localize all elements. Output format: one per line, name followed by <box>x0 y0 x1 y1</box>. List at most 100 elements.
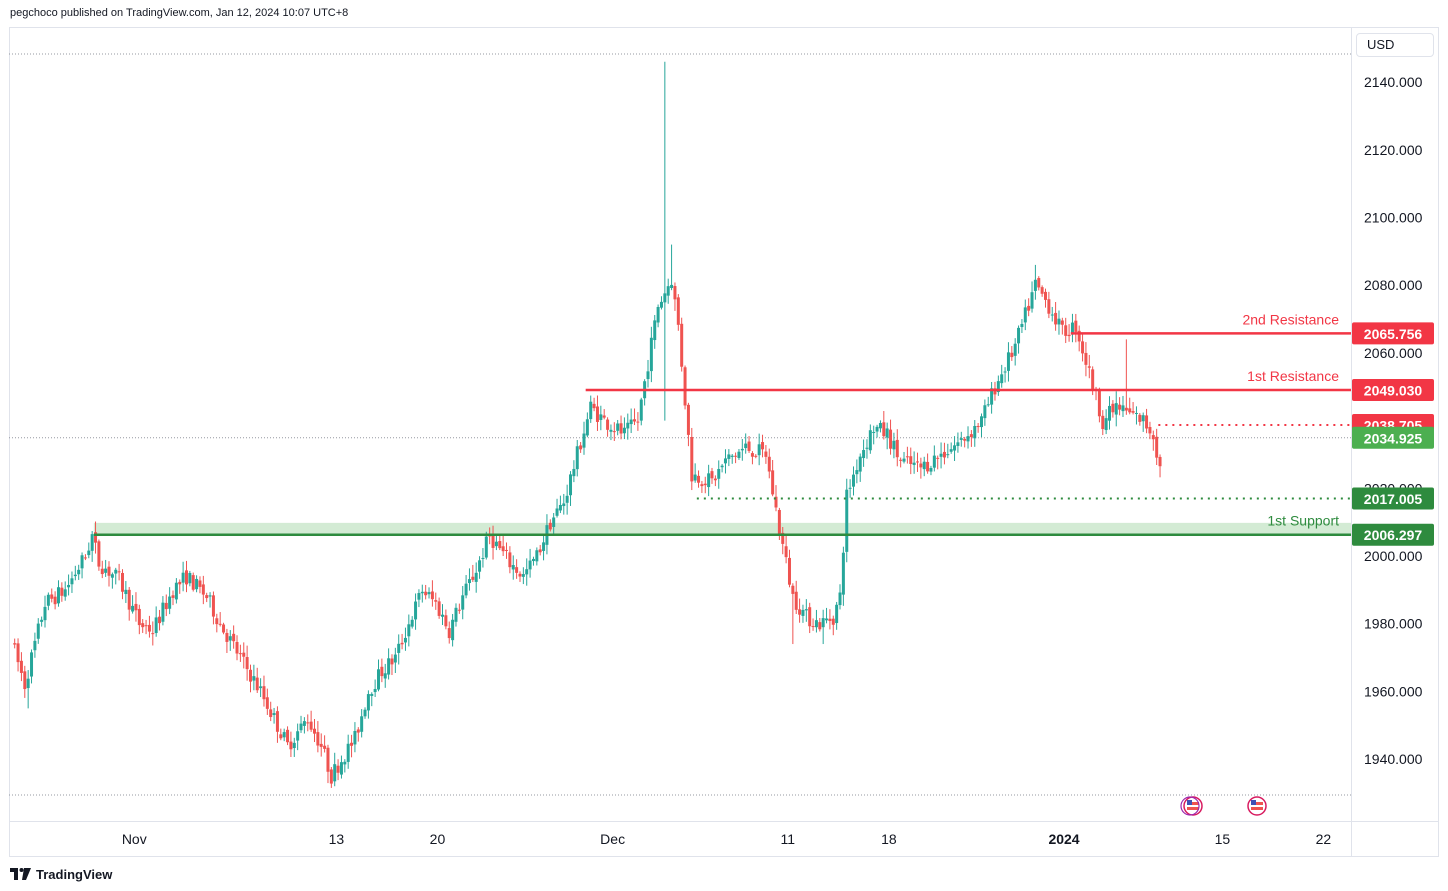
candle-body <box>508 552 512 568</box>
candle-body <box>1084 352 1088 365</box>
candle-body <box>70 578 74 585</box>
candle-body <box>1087 366 1091 368</box>
candle-body <box>892 440 896 450</box>
candle-body <box>595 406 599 422</box>
candle-body <box>939 453 943 457</box>
candle-body <box>302 721 306 726</box>
candle-body <box>1118 404 1122 410</box>
candle-body <box>1108 405 1112 421</box>
candle-body <box>1151 435 1155 440</box>
candle-body <box>926 461 930 472</box>
candle-body <box>46 594 50 606</box>
candle-body <box>754 455 758 457</box>
candle-body <box>734 455 738 457</box>
candle-body <box>986 404 990 406</box>
candle-body <box>963 438 967 441</box>
price-tick-label: 2060.000 <box>1364 345 1423 361</box>
candle-body <box>865 447 869 449</box>
candle-body <box>36 623 40 639</box>
candle-body <box>387 658 391 675</box>
time-axis[interactable]: Nov 13 20 Dec 11 18 2024 15 22 <box>9 821 1351 857</box>
candle-body <box>814 620 818 628</box>
candle-body <box>683 367 687 406</box>
candle-body <box>606 419 610 430</box>
candle-body <box>562 503 566 507</box>
candle-body <box>60 587 64 596</box>
candle-body <box>848 487 852 489</box>
candle-body <box>97 541 101 567</box>
candle-body <box>835 604 839 624</box>
candle-body <box>245 657 249 670</box>
candle-body <box>329 769 333 784</box>
candle-body <box>184 570 188 585</box>
candle-body <box>228 636 232 641</box>
candle-body <box>83 557 87 559</box>
candle-body <box>703 483 707 486</box>
candle-body <box>592 403 596 409</box>
price-tick-label: 2000.000 <box>1364 548 1423 564</box>
candle-body <box>818 622 822 630</box>
candle-body <box>697 475 701 483</box>
candle-body <box>198 580 202 587</box>
time-tick-label: 20 <box>430 831 446 847</box>
candle-body <box>1101 415 1105 430</box>
candle-body <box>555 508 559 516</box>
candle-body <box>666 286 670 296</box>
candle-body <box>663 293 667 303</box>
candle-body <box>441 614 445 617</box>
candle-body <box>211 595 215 617</box>
candle-body <box>478 560 482 572</box>
price-axis[interactable]: 1940.0001960.0001980.0002000.0002020.000… <box>1351 27 1439 821</box>
candle-body <box>238 653 242 655</box>
price-badge-label: 2049.030 <box>1364 383 1423 399</box>
candle-body <box>558 504 562 511</box>
candle-body <box>174 582 178 600</box>
candle-body <box>144 625 148 627</box>
chart-plot-area[interactable]: 2nd Resistance 1st Resistance 1st Support <box>9 27 1351 821</box>
candle-body <box>434 600 438 602</box>
candle-body <box>117 571 121 573</box>
candle-body <box>1013 343 1017 356</box>
candle-body <box>1148 426 1152 434</box>
candle-body <box>1023 307 1027 323</box>
candle-body <box>1114 403 1118 415</box>
candle-body <box>902 458 906 462</box>
event-flag-icon-stack <box>1180 796 1200 816</box>
candle-body <box>690 437 694 482</box>
time-tick-label: 2024 <box>1048 831 1079 847</box>
candle-body <box>1074 320 1078 332</box>
candle-body <box>633 419 637 422</box>
candle-body <box>990 388 994 405</box>
candle-body <box>515 567 519 573</box>
candle-body <box>575 446 579 470</box>
event-flag-canton <box>1187 800 1192 805</box>
candle-body <box>569 474 573 496</box>
candle-body <box>993 388 997 395</box>
candle-body <box>380 666 384 677</box>
price-tick-label: 2120.000 <box>1364 142 1423 158</box>
candle-body <box>953 445 957 451</box>
footer-brand[interactable]: TradingView <box>10 864 112 884</box>
candle-body <box>740 448 744 451</box>
candle-body <box>50 594 54 599</box>
level-name-label: 1st Resistance <box>1247 368 1339 384</box>
candle-body <box>1044 291 1048 300</box>
event-flag-stripe <box>1187 802 1199 805</box>
candle-body <box>905 456 909 458</box>
candle-body <box>484 536 488 558</box>
candle-body <box>676 297 680 325</box>
candle-body <box>289 741 293 750</box>
currency-button[interactable]: USD <box>1356 33 1434 57</box>
candle-body <box>1027 305 1031 311</box>
candle-body <box>430 591 434 600</box>
candle-body <box>1030 292 1034 309</box>
candle-body <box>771 470 775 495</box>
candle-body <box>565 495 569 503</box>
candle-body <box>87 550 91 556</box>
candle-body <box>1155 436 1159 458</box>
candle-body <box>646 371 650 380</box>
candle-body <box>309 721 313 730</box>
candle-body <box>323 745 327 749</box>
candle-body <box>862 450 866 459</box>
candle-body <box>63 589 67 597</box>
